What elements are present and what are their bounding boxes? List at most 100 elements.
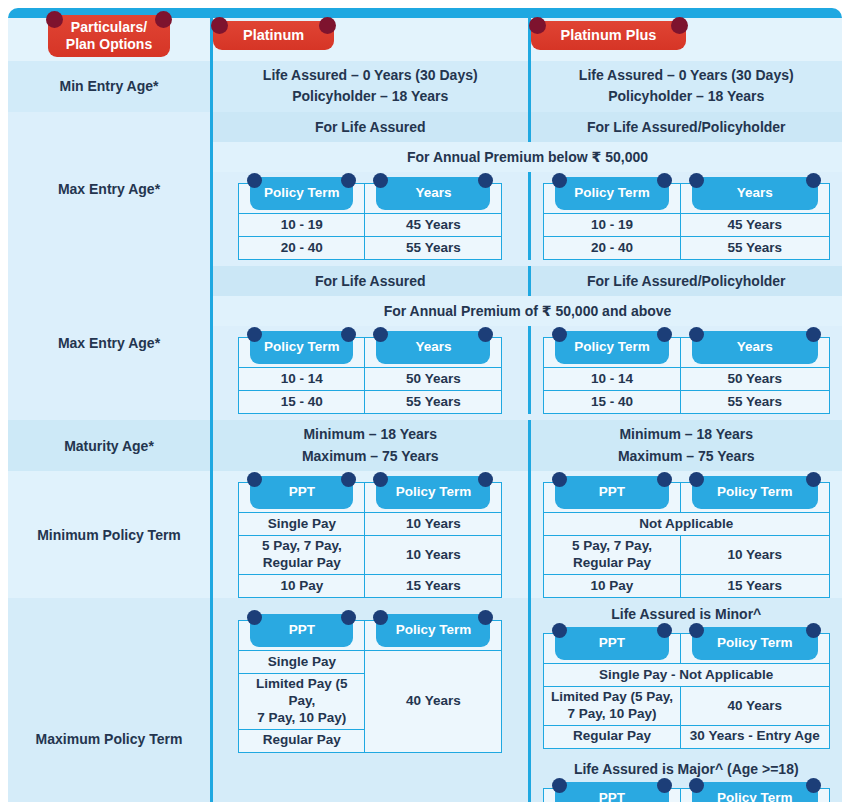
max-entry-above-platinum-scope: For Life Assured [213, 266, 528, 296]
policy-term-value: 10 - 19 [239, 213, 365, 236]
max-entry-below-platinum-cell: Policy Term Years 10 - 19 45 Years 20 - … [213, 172, 528, 260]
policy-term-value: 20 - 40 [543, 236, 680, 259]
ppt-tab: PPT [555, 627, 669, 660]
ppt-value: Regular Pay [239, 729, 365, 752]
table-row: 5 Pay, 7 Pay, Regular Pay 10 Years [239, 536, 502, 575]
table-row: 10 - 19 45 Years [543, 213, 829, 236]
ppt-tab: PPT [555, 782, 669, 802]
ppt-tab: PPT [555, 476, 669, 509]
table-header-cell: PPT [543, 634, 680, 664]
years-value: 50 Years [365, 367, 502, 390]
platinum-pill: Platinum [213, 21, 334, 50]
min-entry-platinum-line1: Life Assured – 0 Years (30 Days) [263, 65, 478, 87]
table-row: 10 - 14 50 Years [239, 367, 502, 390]
row-maximum-policy-term: Maximum Policy Term PPT Policy Term Sing… [8, 598, 842, 802]
years-value: 55 Years [681, 390, 830, 413]
policy-term-tab: Policy Term [376, 614, 490, 647]
min-policy-platinum-table: PPT Policy Term Single Pay 10 Years 5 Pa… [238, 482, 502, 598]
header-row: Particulars/ Plan Options Platinum Plati… [8, 18, 842, 61]
life-assured-major-title: Life Assured is Major^ (Age >=18) [574, 761, 799, 777]
table-row: 20 - 40 55 Years [543, 236, 829, 259]
policy-term-merged-value: 40 Years [365, 651, 502, 753]
table-header-cell: Policy Term [681, 634, 830, 664]
max-entry-above-premium-band: For Annual Premium of ₹ 50,000 and above [213, 296, 842, 326]
header-cell-particulars: Particulars/ Plan Options [8, 18, 210, 61]
row-minimum-policy-term: Minimum Policy Term PPT Policy Term Sing… [8, 471, 842, 598]
ppt-value: 5 Pay, 7 Pay, Regular Pay [543, 536, 680, 575]
row-max-entry-age-below: Max Entry Age* For Life Assured For Life… [8, 112, 842, 266]
table-row: Single Pay 40 Years [239, 651, 502, 674]
table-row: 10 Pay 15 Years [239, 575, 502, 598]
table-header-cell: PPT [239, 483, 365, 513]
table-header-cell: Policy Term [365, 483, 502, 513]
max-entry-above-plus-scope: For Life Assured/Policyholder [528, 266, 843, 296]
not-applicable-cell: Not Applicable [543, 513, 829, 536]
min-entry-plus-line1: Life Assured – 0 Years (30 Days) [579, 65, 794, 87]
table-row: Not Applicable [543, 513, 829, 536]
policy-term-value: 15 - 40 [543, 390, 680, 413]
min-entry-age-plus: Life Assured – 0 Years (30 Days) Policyh… [528, 61, 843, 112]
max-policy-platinum-table: PPT Policy Term Single Pay 40 Years Limi… [238, 620, 502, 753]
min-entry-plus-line2: Policyholder – 18 Years [608, 86, 764, 108]
policy-term-value: 40 Years [681, 687, 830, 726]
max-entry-above-platinum-cell: Policy Term Years 10 - 14 50 Years 15 - … [213, 326, 528, 414]
table-header-cell: Policy Term [239, 337, 365, 367]
max-entry-age-below-label: Max Entry Age* [8, 112, 210, 266]
policy-term-tab: Policy Term [555, 177, 669, 210]
years-value: 45 Years [365, 213, 502, 236]
maturity-max-line: Maximum – 75 Years [302, 446, 439, 468]
minimum-policy-term-label: Minimum Policy Term [8, 471, 210, 598]
max-entry-below-plus-cell: Policy Term Years 10 - 19 45 Years 20 - … [528, 172, 843, 260]
table-header-cell: PPT [543, 788, 680, 802]
single-pay-na-cell: Single Pay - Not Applicable [543, 664, 829, 687]
maturity-age-plus: Minimum – 18 Years Maximum – 75 Years [528, 420, 843, 471]
plan-comparison-card: Particulars/ Plan Options Platinum Plati… [8, 8, 842, 802]
table-row: 10 - 14 50 Years [543, 367, 829, 390]
years-tab: Years [376, 331, 490, 364]
policy-term-tab: Policy Term [692, 476, 818, 509]
table-header-cell: Policy Term [543, 183, 680, 213]
table-header-cell: Policy Term [543, 337, 680, 367]
table-header-cell: Years [681, 183, 830, 213]
ppt-value: 10 Pay [543, 575, 680, 598]
table-header-cell: Years [365, 337, 502, 367]
policy-term-tab: Policy Term [376, 476, 490, 509]
min-policy-platinum-cell: PPT Policy Term Single Pay 10 Years 5 Pa… [213, 471, 528, 598]
max-policy-platinum-cell: PPT Policy Term Single Pay 40 Years Limi… [213, 598, 528, 802]
row-max-entry-age-above: Max Entry Age* For Life Assured For Life… [8, 266, 842, 420]
particulars-pill: Particulars/ Plan Options [48, 15, 170, 57]
table-header-cell: Policy Term [365, 621, 502, 651]
policy-term-value: 15 Years [681, 575, 830, 598]
policy-term-tab: Policy Term [250, 331, 353, 364]
table-header-cell: Policy Term [681, 788, 830, 802]
years-value: 55 Years [681, 236, 830, 259]
header-cell-platinum-plus: Platinum Plus [528, 18, 843, 61]
table-row: 15 - 40 55 Years [239, 390, 502, 413]
max-entry-below-plus-scope: For Life Assured/Policyholder [528, 112, 843, 142]
max-policy-plus-cell: Life Assured is Minor^ PPT Policy Term S… [528, 598, 843, 802]
table-header-cell: PPT [239, 621, 365, 651]
table-header-cell: PPT [543, 483, 680, 513]
min-policy-plus-cell: PPT Policy Term Not Applicable 5 Pay, 7 … [528, 471, 843, 598]
policy-term-value: 20 - 40 [239, 236, 365, 259]
years-tab: Years [692, 331, 818, 364]
table-row: Limited Pay (5 Pay, 7 Pay, 10 Pay) 40 Ye… [543, 687, 829, 726]
policy-term-value: 10 - 14 [239, 367, 365, 390]
table-row: 10 - 19 45 Years [239, 213, 502, 236]
header-plan-columns: Platinum Platinum Plus [210, 18, 842, 61]
policy-term-value: 10 Years [365, 513, 502, 536]
maturity-min-line: Minimum – 18 Years [619, 424, 753, 446]
ppt-value: Limited Pay (5 Pay, 7 Pay, 10 Pay) [543, 687, 680, 726]
policy-term-tab: Policy Term [692, 627, 818, 660]
ppt-value: Single Pay [239, 513, 365, 536]
maturity-max-line: Maximum – 75 Years [618, 446, 755, 468]
max-entry-above-plus-cell: Policy Term Years 10 - 14 50 Years 15 - … [528, 326, 843, 414]
table-header-cell: Policy Term [239, 183, 365, 213]
min-policy-plus-table: PPT Policy Term Not Applicable 5 Pay, 7 … [543, 482, 830, 598]
policy-term-value: 10 Years [365, 536, 502, 575]
table-row: 5 Pay, 7 Pay, Regular Pay 10 Years [543, 536, 829, 575]
ppt-value: Single Pay [239, 651, 365, 674]
policy-term-value: 15 Years [365, 575, 502, 598]
policy-term-value: 30 Years - Entry Age [681, 725, 830, 748]
ppt-value: Regular Pay [543, 725, 680, 748]
